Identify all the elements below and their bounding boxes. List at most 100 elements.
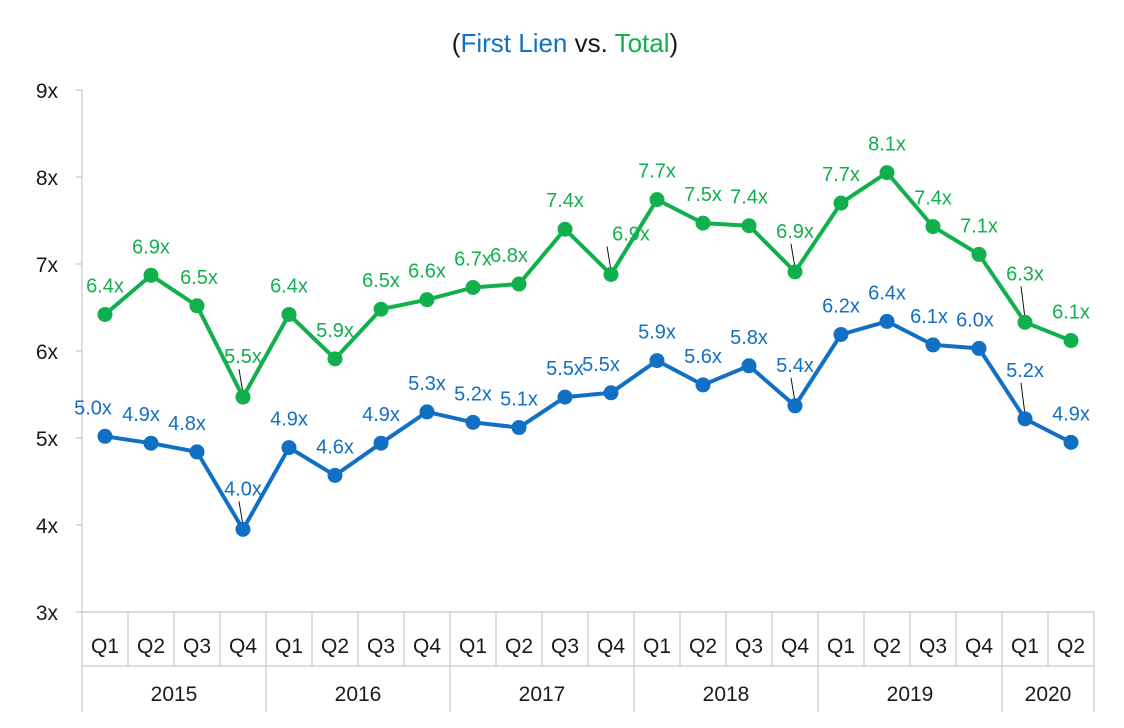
- x-category-label: Q3: [735, 635, 763, 658]
- total-point: [143, 267, 159, 283]
- first-lien-data-label: 4.9x: [1052, 403, 1090, 425]
- first-lien-data-label: 5.8x: [730, 327, 768, 349]
- total-point: [557, 221, 573, 237]
- total-leader-line: [1020, 286, 1026, 319]
- first-lien-data-label: 5.6x: [684, 346, 722, 368]
- total-point: [741, 218, 757, 234]
- x-year-label: 2017: [519, 683, 566, 706]
- first-lien-point: [971, 340, 987, 356]
- total-leader-line: [790, 243, 796, 268]
- first-lien-data-label: 5.2x: [1006, 360, 1044, 382]
- total-data-label: 6.3x: [1006, 263, 1044, 285]
- x-year-label: 2020: [1025, 683, 1072, 706]
- first-lien-data-label: 5.2x: [454, 383, 492, 405]
- first-lien-point: [787, 398, 803, 414]
- total-point: [235, 389, 251, 405]
- x-year-label: 2019: [887, 683, 934, 706]
- x-category-label: Q1: [459, 635, 487, 658]
- total-point: [97, 306, 113, 322]
- first-lien-data-label: 6.1x: [910, 306, 948, 328]
- total-data-label: 5.5x: [224, 346, 262, 368]
- y-tick-label: 8x: [36, 167, 59, 190]
- total-point: [419, 292, 435, 308]
- x-year-labels: 2015 2016 2017 2018 2019 2020: [151, 683, 1072, 706]
- x-year-label: 2018: [703, 683, 750, 706]
- total-point: [281, 306, 297, 322]
- title-part: Total: [615, 28, 670, 58]
- x-category-label: Q3: [183, 635, 211, 658]
- x-category-label: Q4: [597, 635, 625, 658]
- first-lien-point: [419, 404, 435, 420]
- x-category-labels: Q1 Q2 Q3 Q4 Q1 Q2 Q3 Q4 Q1 Q2 Q3 Q4 Q1 Q2 Q3 Q4 Q1 Q2 Q3 Q4…: [91, 635, 1085, 658]
- total-data-label: 7.1x: [960, 215, 998, 237]
- total-point: [511, 276, 527, 292]
- first-lien-point: [603, 385, 619, 401]
- x-category-label: Q1: [91, 635, 119, 658]
- total-leader-line: [606, 246, 612, 271]
- first-lien-data-label: 4.0x: [224, 478, 262, 500]
- x-category-label: Q2: [873, 635, 901, 658]
- x-category-label: Q4: [965, 635, 993, 658]
- first-lien-leader-line: [238, 501, 244, 526]
- x-category-label: Q1: [827, 635, 855, 658]
- x-category-label: Q2: [1057, 635, 1085, 658]
- title-part: ): [670, 28, 679, 58]
- first-lien-data-label: 5.9x: [638, 322, 676, 344]
- first-lien-data-label: 6.0x: [956, 309, 994, 331]
- series-lines: [103, 170, 1072, 532]
- series-points: [97, 165, 1079, 537]
- first-lien-point: [557, 389, 573, 405]
- total-point: [833, 195, 849, 211]
- chart-title: (First Lien vs. Total): [452, 28, 678, 58]
- first-lien-point: [373, 435, 389, 451]
- first-lien-point: [97, 428, 113, 444]
- total-point: [925, 219, 941, 235]
- y-tick-label: 5x: [36, 428, 59, 451]
- total-point: [327, 351, 343, 367]
- x-category-label: Q1: [275, 635, 303, 658]
- first-lien-point: [1063, 434, 1079, 450]
- total-data-label: 6.5x: [180, 267, 218, 289]
- total-point: [1017, 314, 1033, 330]
- x-category-label: Q3: [919, 635, 947, 658]
- y-tick-labels: 3x 4x 5x 6x 7x 8x 9x: [36, 80, 59, 625]
- total-data-label: 6.4x: [270, 275, 308, 297]
- first-lien-point: [695, 377, 711, 393]
- first-lien-point: [143, 435, 159, 451]
- first-lien-leader-line: [1020, 382, 1026, 415]
- first-lien-data-label: 5.0x: [74, 397, 112, 419]
- first-lien-point: [327, 467, 343, 483]
- data-labels: 6.4x 6.9x 6.5x 5.5x 6.4x 5.9x 6.5x 6.6x 6.7x6.8x…: [74, 134, 1090, 501]
- first-lien-point: [925, 337, 941, 353]
- total-data-label: 7.7x: [638, 161, 676, 183]
- x-category-label: Q3: [367, 635, 395, 658]
- first-lien-data-label: 6.4x: [868, 282, 906, 304]
- total-point: [373, 301, 389, 317]
- total-data-label: 6.7x: [454, 248, 492, 270]
- first-lien-data-label: 6.2x: [822, 295, 860, 317]
- first-lien-point: [511, 420, 527, 436]
- first-lien-data-label: 5.5x: [582, 354, 620, 376]
- first-lien-line: [104, 319, 1072, 532]
- first-lien-point: [235, 521, 251, 537]
- total-leader-line: [238, 369, 244, 394]
- total-point: [1063, 333, 1079, 349]
- first-lien-point: [879, 313, 895, 329]
- total-data-label: 6.9x: [132, 236, 170, 258]
- total-data-label: 6.8x: [490, 245, 528, 267]
- y-tick-label: 9x: [36, 80, 59, 103]
- total-data-label: 6.6x: [408, 261, 446, 283]
- first-lien-point: [741, 358, 757, 374]
- total-data-label: 5.9x: [316, 320, 354, 342]
- title-part: (: [452, 28, 461, 58]
- title-part: First Lien: [460, 28, 567, 58]
- x-category-label: Q3: [551, 635, 579, 658]
- total-point: [695, 215, 711, 231]
- first-lien-point: [189, 444, 205, 460]
- x-category-label: Q2: [321, 635, 349, 658]
- total-point: [879, 165, 895, 181]
- x-category-label: Q2: [505, 635, 533, 658]
- first-lien-data-label: 4.9x: [270, 409, 308, 431]
- total-line: [103, 170, 1072, 400]
